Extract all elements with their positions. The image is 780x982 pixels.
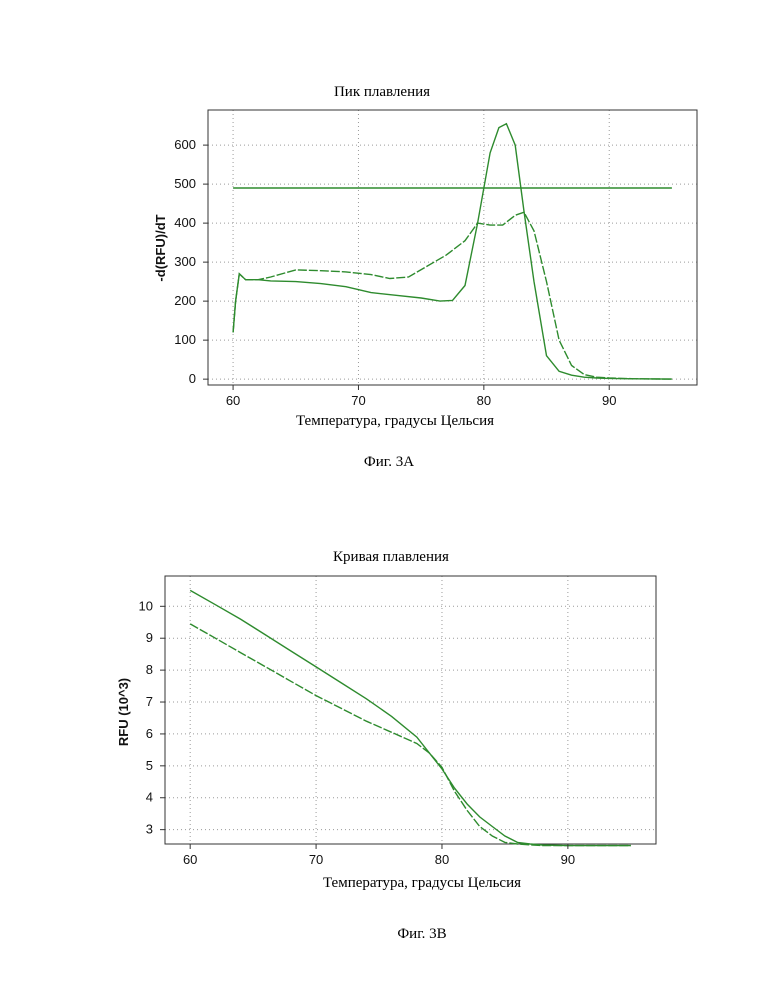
chart-a-series-line-1 <box>233 124 672 379</box>
chart-b-x-ticks: 60 70 80 90 <box>183 844 575 867</box>
figure-a-caption: Фиг. 3А <box>364 454 414 470</box>
figure-b-caption: Фиг. 3В <box>397 926 446 942</box>
chart-a-series-line-2 <box>233 212 672 379</box>
chart-a-plot-frame <box>208 110 697 385</box>
chart-b-series <box>190 590 631 845</box>
chart-b-x-tick-label: 60 <box>183 852 197 867</box>
chart-a-y-tick-label: 400 <box>174 215 196 230</box>
chart-b-series-line-1 <box>190 590 631 845</box>
chart-b-y-tick-label: 8 <box>146 662 153 677</box>
chart-a-x-tick-label: 70 <box>351 393 365 408</box>
chart-b-x-tick-label: 70 <box>309 852 323 867</box>
chart-a-y-tick-label: 200 <box>174 293 196 308</box>
chart-a-y-ticks: 0 100 200 300 400 500 600 <box>174 137 208 386</box>
chart-a-grid <box>208 110 697 385</box>
chart-b-plot-frame <box>165 576 656 844</box>
chart-a-x-tick-label: 80 <box>477 393 491 408</box>
chart-a-x-ticks: 60 70 80 90 <box>226 385 617 408</box>
chart-b-y-tick-label: 10 <box>139 598 153 613</box>
chart-a-title: Пик плавления <box>334 84 430 100</box>
chart-a-x-tick-label: 90 <box>602 393 616 408</box>
chart-a-y-tick-label: 500 <box>174 176 196 191</box>
chart-a-y-axis-label: -d(RFU)/dT <box>153 214 168 281</box>
chart-b-x-tick-label: 90 <box>561 852 575 867</box>
chart-b-y-tick-label: 7 <box>146 694 153 709</box>
chart-a-series <box>233 124 672 379</box>
chart-a-x-tick-label: 60 <box>226 393 240 408</box>
chart-b-y-axis-label: RFU (10^3) <box>116 678 131 746</box>
chart-a-y-tick-label: 0 <box>189 371 196 386</box>
chart-a-y-tick-label: 100 <box>174 332 196 347</box>
chart-b-x-axis-label: Температура, градусы Цельсия <box>323 875 521 891</box>
melting-curve-chart: Кривая плавления 60 70 80 90 3 4 5 6 7 8 9 10 Темп… <box>116 549 656 942</box>
chart-a-x-axis-label: Температура, градусы Цельсия <box>296 413 494 429</box>
chart-b-x-tick-label: 80 <box>435 852 449 867</box>
chart-b-y-tick-label: 4 <box>146 790 153 805</box>
chart-a-y-tick-label: 600 <box>174 137 196 152</box>
melting-peak-chart: Пик плавления 60 70 80 90 0 100 200 300 400 500 6… <box>153 84 697 470</box>
chart-b-y-tick-label: 6 <box>146 726 153 741</box>
chart-a-y-tick-label: 300 <box>174 254 196 269</box>
chart-b-y-tick-label: 5 <box>146 758 153 773</box>
chart-b-title: Кривая плавления <box>333 549 449 565</box>
chart-b-grid <box>165 576 656 844</box>
chart-b-series-line-2 <box>190 624 631 846</box>
chart-b-y-ticks: 3 4 5 6 7 8 9 10 <box>139 598 165 836</box>
chart-b-y-tick-label: 3 <box>146 822 153 837</box>
chart-b-y-tick-label: 9 <box>146 630 153 645</box>
